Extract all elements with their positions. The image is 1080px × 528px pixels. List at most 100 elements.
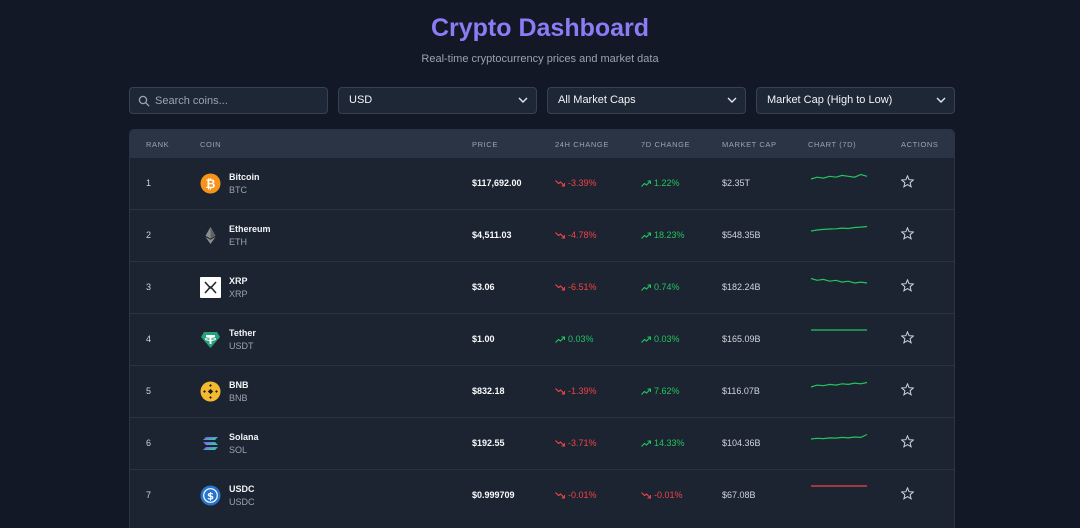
change-7d-cell: 18.23% (641, 230, 685, 240)
coin-name[interactable]: BNB (229, 380, 249, 390)
header-rank[interactable]: RANK (146, 140, 170, 149)
header-price[interactable]: PRICE (472, 140, 498, 149)
usdc-icon: $ (200, 485, 221, 506)
market-cap-filter-select[interactable]: All Market Caps (547, 87, 746, 114)
sparkline-chart (810, 173, 868, 180)
change-7d-value: 14.33% (654, 438, 685, 448)
trending-down-icon (555, 438, 568, 448)
change-7d-cell: 0.74% (641, 282, 680, 292)
sparkline-line (810, 225, 868, 232)
star-icon[interactable] (901, 487, 914, 500)
svg-text:₿: ₿ (206, 177, 216, 191)
header-actions: ACTIONS (901, 140, 939, 149)
change-7d-cell: -0.01% (641, 490, 683, 500)
star-icon[interactable] (901, 331, 914, 344)
coin-name[interactable]: Solana (229, 432, 259, 442)
change-24h-value: -1.39% (568, 386, 597, 396)
page-title: Crypto Dashboard (430, 14, 650, 42)
header-24h-change[interactable]: 24H CHANGE (555, 140, 609, 149)
change-7d-value: 0.03% (654, 334, 680, 344)
rank-cell: 5 (146, 386, 152, 396)
table-row[interactable]: 4 Tether USDT $1.00 0.03% 0.03% $165.09B (130, 313, 954, 365)
trending-up-icon (641, 178, 654, 188)
price-cell: $117,692.00 (472, 178, 522, 188)
change-24h-value: -6.51% (568, 282, 597, 292)
sparkline-line (810, 173, 868, 180)
change-24h-cell: -3.39% (555, 178, 597, 188)
change-24h-value: -4.78% (568, 230, 597, 240)
table-row[interactable]: 6 Solana SOL $192.55 -3.71% 14.33% $104.36B (130, 417, 954, 469)
coin-symbol: BNB (229, 393, 248, 403)
trending-down-icon (641, 490, 654, 500)
coin-symbol: USDT (229, 341, 254, 351)
sparkline-line (810, 277, 868, 284)
bitcoin-icon: ₿ (200, 173, 221, 194)
rank-cell: 1 (146, 178, 152, 188)
coin-name[interactable]: XRP (229, 276, 248, 286)
market-cap-cell: $2.35T (722, 178, 751, 188)
table-row[interactable]: 2 Ethereum ETH $4,511.03 -4.78% 18.23% $548.35… (130, 209, 954, 261)
price-cell: $192.55 (472, 438, 505, 448)
table-row[interactable]: 7 $ USDC USDC $0.999709 -0.01% -0.01% $67.08B (130, 469, 954, 521)
price-cell: $3.06 (472, 282, 495, 292)
svg-text:$: $ (207, 491, 214, 502)
change-24h-value: -3.39% (568, 178, 597, 188)
sparkline-chart (810, 433, 868, 440)
filter-controls: USD All Market Caps Market Cap (High to … (129, 87, 955, 114)
coin-symbol: SOL (229, 445, 248, 455)
table-row[interactable]: 3 XRP XRP $3.06 -6.51% 0.74% $182.24B (130, 261, 954, 313)
star-icon[interactable] (901, 383, 914, 396)
change-24h-cell: -3.71% (555, 438, 597, 448)
sparkline-chart (810, 381, 868, 388)
table-row[interactable]: 5 BNB BNB $832.18 -1.39% 7.62% $116.07B (130, 365, 954, 417)
trending-down-icon (555, 490, 568, 500)
change-24h-cell: -1.39% (555, 386, 597, 396)
tether-icon (200, 329, 221, 350)
trending-up-icon (641, 230, 654, 240)
price-cell: $1.00 (472, 334, 495, 344)
search-input[interactable] (155, 88, 323, 113)
coin-symbol: BTC (229, 185, 247, 195)
change-7d-value: 0.74% (654, 282, 680, 292)
coin-symbol: USDC (229, 497, 255, 507)
sparkline-line (810, 433, 868, 440)
star-icon[interactable] (901, 279, 914, 292)
change-24h-cell: -4.78% (555, 230, 597, 240)
star-icon[interactable] (901, 175, 914, 188)
sort-select-value: Market Cap (High to Low) (767, 94, 893, 106)
change-24h-cell: -6.51% (555, 282, 597, 292)
market-cap-cell: $67.08B (722, 490, 756, 500)
header-market-cap[interactable]: MARKET CAP (722, 140, 777, 149)
sort-select[interactable]: Market Cap (High to Low) (756, 87, 955, 114)
trending-up-icon (641, 438, 654, 448)
chevron-down-icon (727, 97, 737, 103)
change-7d-cell: 14.33% (641, 438, 685, 448)
market-cap-cell: $165.09B (722, 334, 761, 344)
sparkline-chart (811, 329, 867, 331)
star-icon[interactable] (901, 227, 914, 240)
coin-name[interactable]: USDC (229, 484, 255, 494)
coin-name[interactable]: Ethereum (229, 224, 271, 234)
currency-select-value: USD (349, 94, 373, 106)
star-icon[interactable] (901, 435, 914, 448)
table-header: RANK COIN PRICE 24H CHANGE 7D CHANGE MAR… (130, 130, 954, 157)
trending-down-icon (555, 230, 568, 240)
search-box[interactable] (129, 87, 328, 114)
trending-down-icon (555, 282, 568, 292)
trending-up-icon (641, 282, 654, 292)
header-7d-change[interactable]: 7D CHANGE (641, 140, 691, 149)
change-7d-value: 18.23% (654, 230, 685, 240)
coin-name[interactable]: Tether (229, 328, 256, 338)
trending-down-icon (555, 386, 568, 396)
coin-symbol: ETH (229, 237, 247, 247)
page-subtitle: Real-time cryptocurrency prices and mark… (421, 53, 659, 65)
header-coin[interactable]: COIN (200, 140, 222, 149)
coin-name[interactable]: Bitcoin (229, 172, 260, 182)
currency-select[interactable]: USD (338, 87, 537, 114)
price-cell: $4,511.03 (472, 230, 512, 240)
table-row[interactable]: 1 ₿ Bitcoin BTC $117,692.00 -3.39% 1.22% $2.35T (130, 157, 954, 209)
change-7d-cell: 0.03% (641, 334, 680, 344)
rank-cell: 3 (146, 282, 152, 292)
market-cap-cell: $116.07B (722, 386, 760, 396)
rank-cell: 2 (146, 230, 152, 240)
